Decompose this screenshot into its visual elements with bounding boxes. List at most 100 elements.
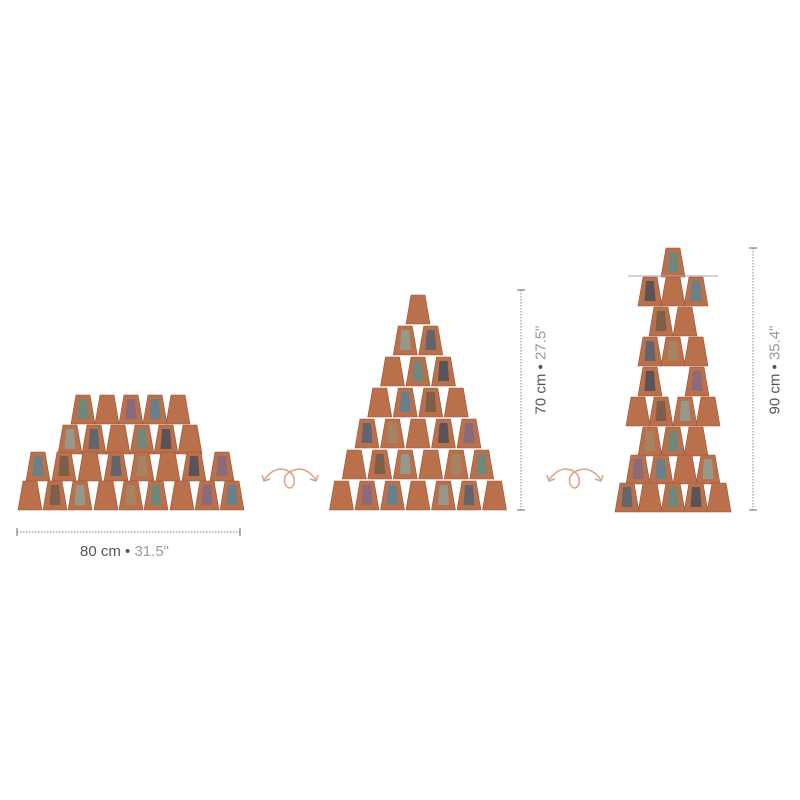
- cup: [431, 356, 456, 387]
- card-art: [679, 401, 691, 421]
- cup: [181, 451, 207, 482]
- cup: [25, 451, 51, 482]
- cup: [660, 426, 686, 457]
- height-label-pyramid: 70 cm • 27.5": [532, 325, 550, 415]
- cup: [660, 247, 686, 278]
- cup: [648, 396, 674, 427]
- card-art: [412, 361, 424, 381]
- card-art: [216, 456, 228, 476]
- card-art: [64, 429, 76, 449]
- cup: [637, 482, 663, 513]
- card-art: [463, 423, 475, 443]
- cup: [42, 480, 68, 511]
- cup: [392, 325, 418, 356]
- cup: [367, 387, 393, 418]
- cup: [456, 418, 482, 449]
- card-art: [667, 487, 679, 507]
- cup: [380, 418, 405, 449]
- card-art: [49, 485, 61, 505]
- cup: [155, 451, 181, 482]
- cup: [194, 480, 220, 511]
- card-art: [387, 423, 398, 443]
- card-art: [136, 429, 148, 449]
- card-art: [476, 454, 488, 474]
- cup: [143, 480, 169, 511]
- width-dimension-line: [16, 528, 241, 536]
- cup: [625, 454, 651, 485]
- cup: [648, 454, 674, 485]
- cup: [482, 480, 507, 511]
- card-art: [438, 485, 449, 505]
- cup: [118, 394, 144, 425]
- cup: [341, 449, 367, 480]
- cup: [405, 294, 431, 325]
- cup: [142, 394, 168, 425]
- card-art: [160, 429, 172, 449]
- cup: [169, 480, 195, 511]
- cup: [456, 480, 482, 511]
- cup: [129, 451, 155, 482]
- card-art: [74, 485, 86, 505]
- cup: [418, 449, 444, 480]
- cup: [625, 396, 651, 427]
- cup: [660, 336, 686, 367]
- cup: [684, 366, 710, 397]
- card-art: [463, 485, 475, 505]
- cup: [392, 449, 418, 480]
- card-art: [387, 485, 398, 505]
- card-art: [667, 341, 679, 361]
- cup: [683, 426, 709, 457]
- cup: [354, 418, 380, 449]
- cup: [706, 482, 732, 513]
- card-art: [425, 330, 437, 350]
- cup: [219, 480, 245, 511]
- card-art: [690, 487, 702, 507]
- cup: [405, 418, 431, 449]
- cup: [209, 451, 235, 482]
- cup: [443, 449, 469, 480]
- height-dimension-line-pyramid: [517, 289, 525, 511]
- card-art: [667, 252, 679, 272]
- card-art: [655, 311, 667, 331]
- cup: [392, 387, 418, 418]
- cup: [683, 336, 709, 367]
- cup: [405, 356, 431, 387]
- height-dimension-line-tower: [749, 247, 757, 511]
- cup: [637, 336, 663, 367]
- cup: [153, 424, 179, 455]
- cup: [418, 387, 444, 418]
- cup: [695, 454, 721, 485]
- cup: [129, 424, 155, 455]
- card-art: [361, 423, 373, 443]
- card-art: [644, 371, 656, 391]
- card-art: [150, 485, 162, 505]
- card-art: [450, 454, 462, 474]
- card-art: [632, 459, 644, 479]
- height-label-tower: 90 cm • 35.4": [766, 325, 784, 415]
- cup: [17, 480, 43, 511]
- cup: [672, 454, 698, 485]
- card-art: [88, 429, 100, 449]
- cup: [51, 451, 77, 482]
- cup: [648, 306, 674, 337]
- cup: [614, 482, 640, 513]
- cup: [660, 482, 686, 513]
- card-art: [399, 454, 411, 474]
- swap-arrows-icon: [546, 468, 604, 489]
- card-art: [226, 485, 238, 505]
- cup: [380, 480, 405, 511]
- cup: [93, 480, 119, 511]
- card-art: [691, 371, 703, 391]
- cup: [118, 480, 144, 511]
- card-art: [655, 401, 667, 421]
- card-art: [136, 456, 148, 476]
- card-art: [399, 392, 411, 412]
- cup: [77, 451, 103, 482]
- card-art: [361, 485, 373, 505]
- card-art: [621, 487, 633, 507]
- card-art: [32, 456, 44, 476]
- cup: [405, 480, 431, 511]
- width-label-wide: 80 cm • 31.5": [80, 543, 169, 560]
- cup: [67, 480, 93, 511]
